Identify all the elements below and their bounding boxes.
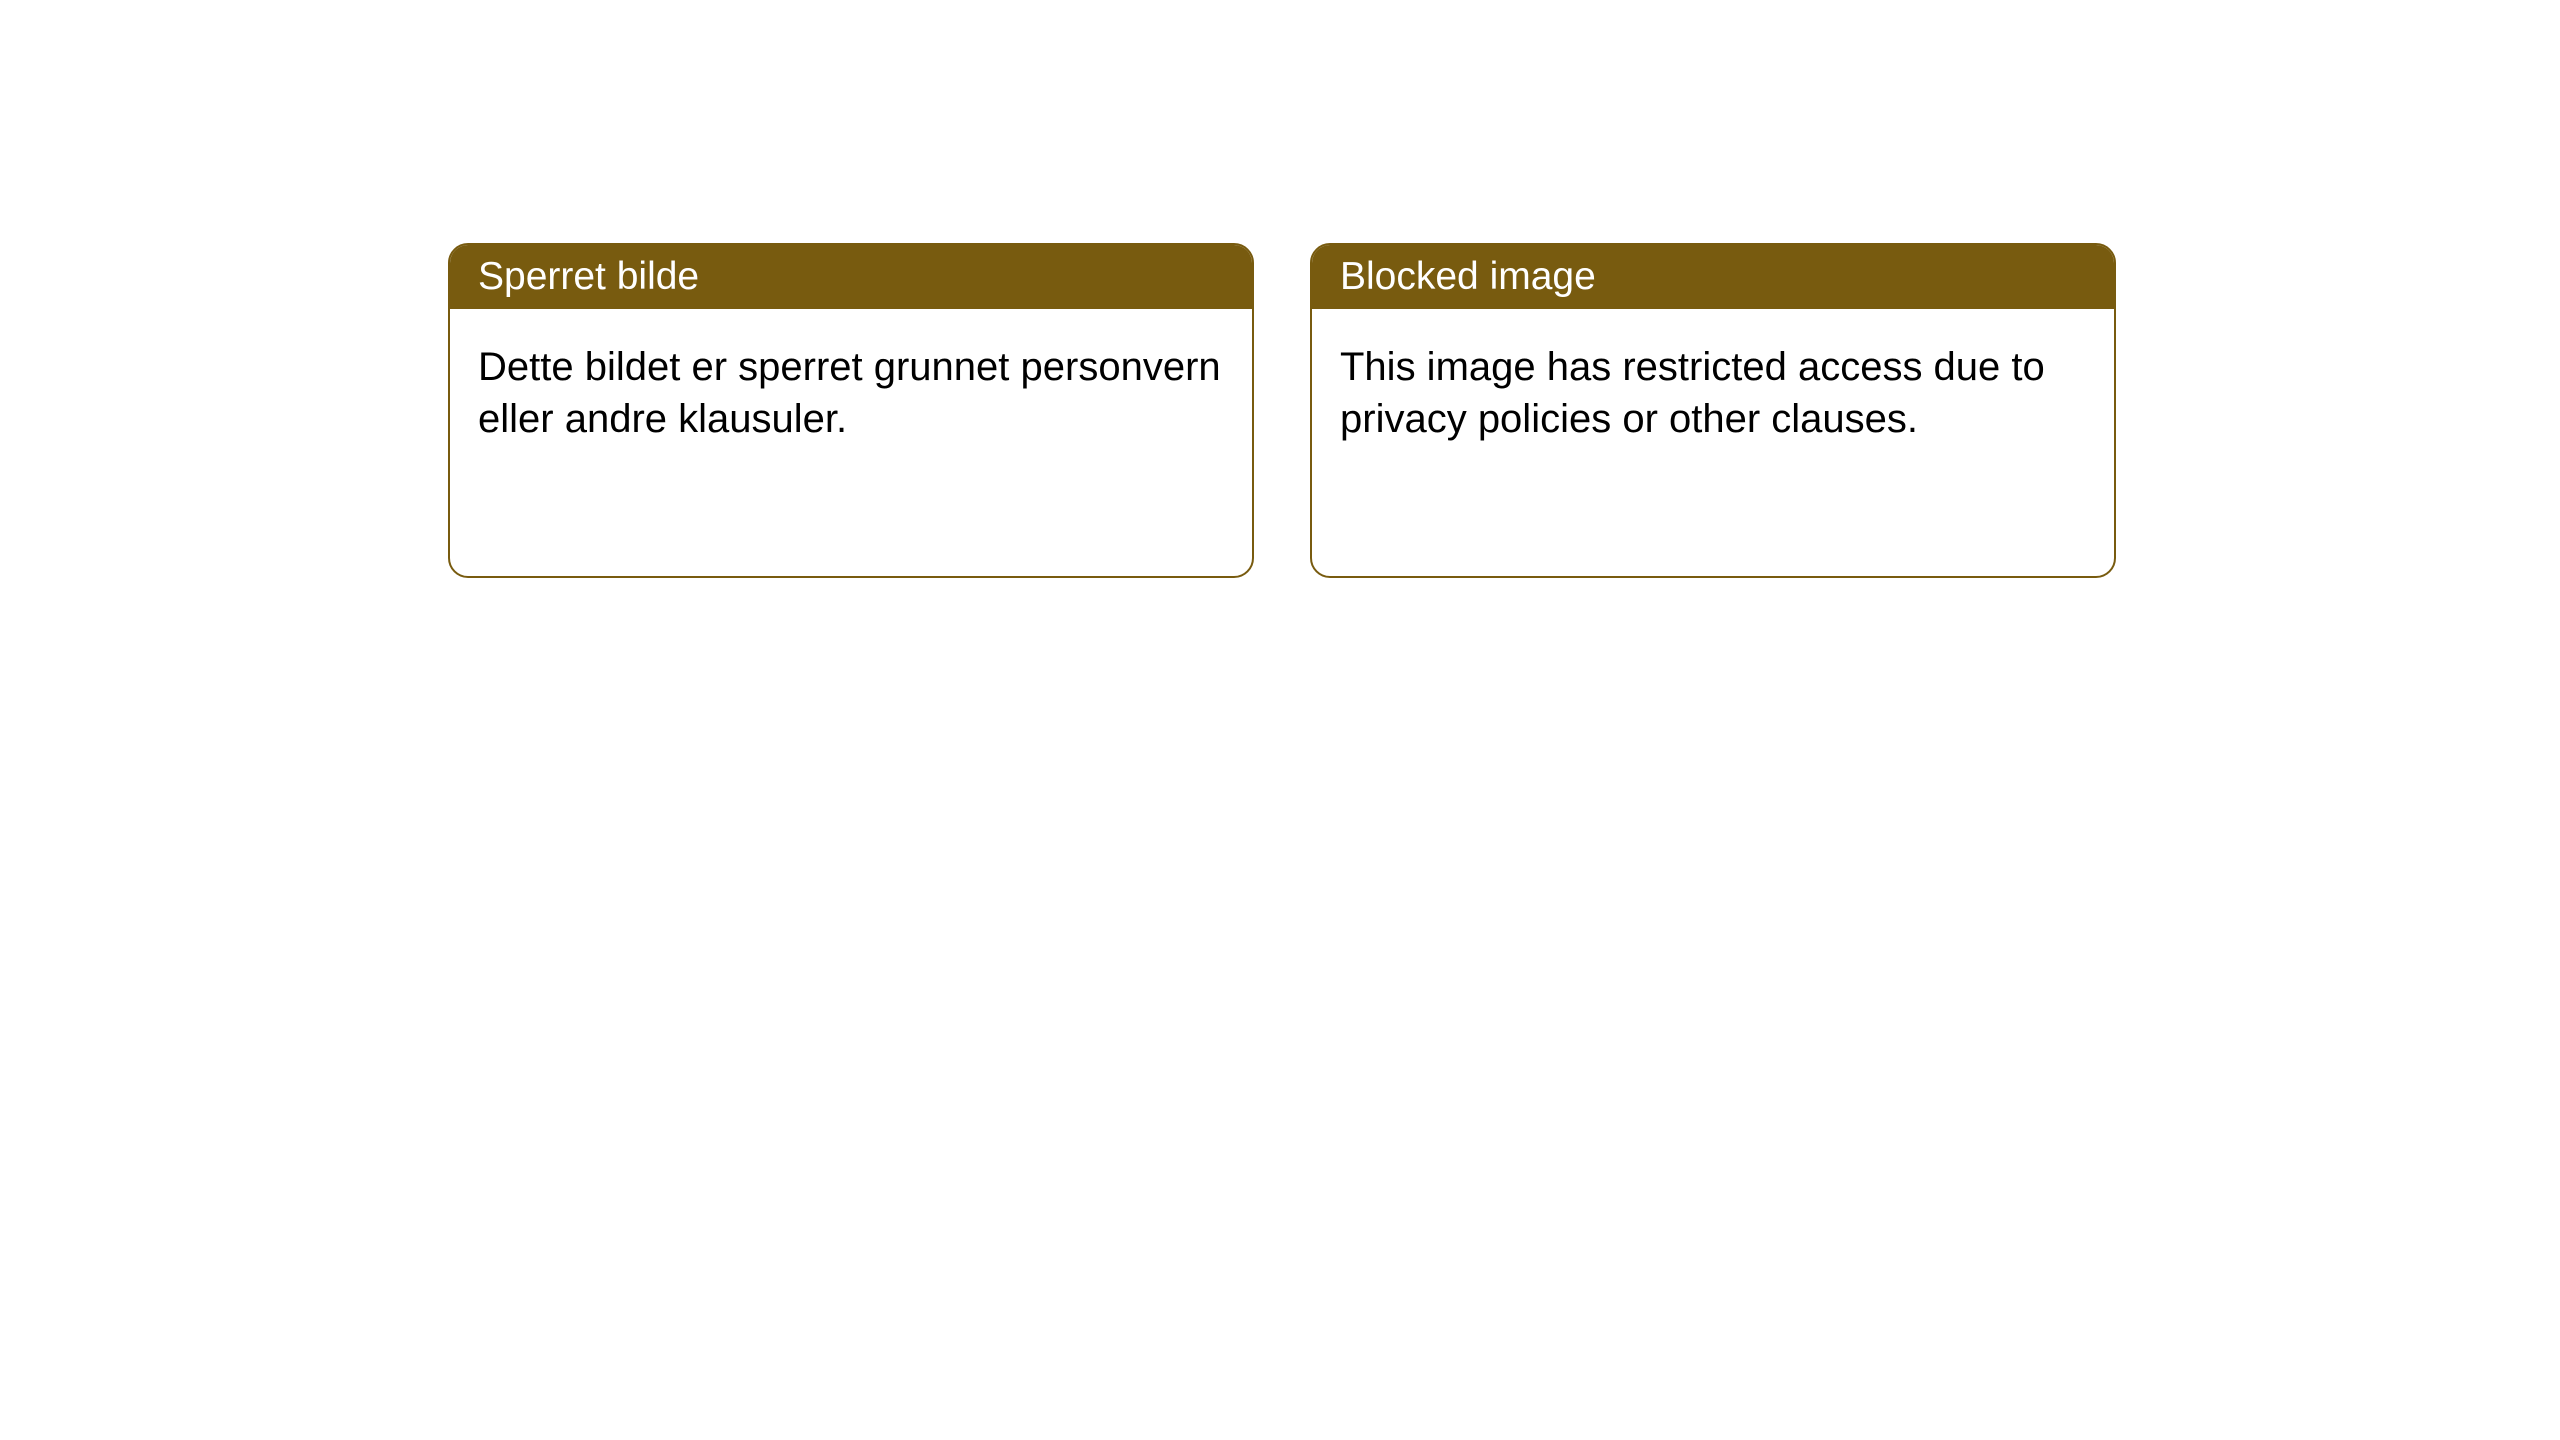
notice-card-norwegian: Sperret bilde Dette bildet er sperret gr… — [448, 243, 1254, 578]
notice-title-norwegian: Sperret bilde — [450, 245, 1252, 309]
notice-container: Sperret bilde Dette bildet er sperret gr… — [0, 0, 2560, 578]
notice-body-english: This image has restricted access due to … — [1312, 309, 2114, 477]
notice-title-english: Blocked image — [1312, 245, 2114, 309]
notice-card-english: Blocked image This image has restricted … — [1310, 243, 2116, 578]
notice-body-norwegian: Dette bildet er sperret grunnet personve… — [450, 309, 1252, 477]
